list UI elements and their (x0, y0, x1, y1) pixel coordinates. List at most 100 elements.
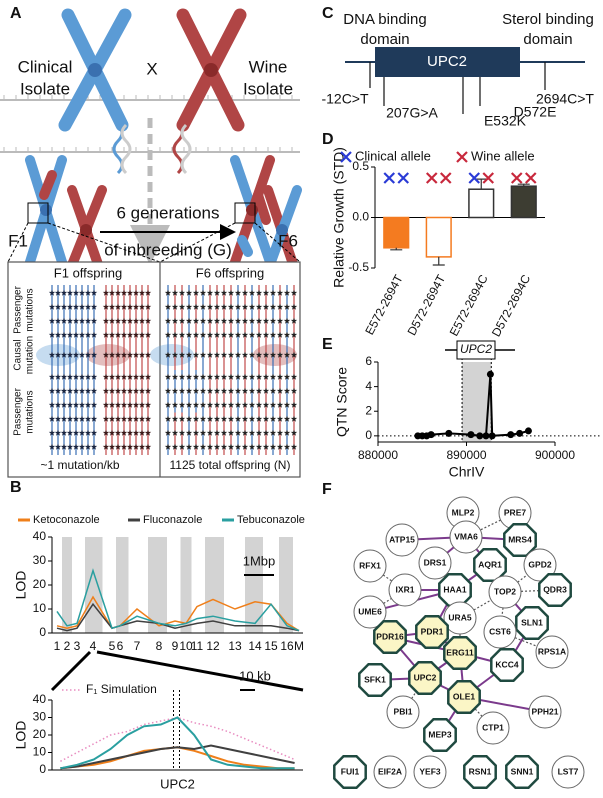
mutation-star (144, 443, 152, 450)
mutation-star (164, 415, 172, 422)
mutation-star (66, 317, 74, 324)
y-tick-label: 30 (33, 710, 47, 724)
mutation-star (90, 317, 98, 324)
x-tick-label: 880000 (358, 448, 398, 462)
gene-node (385, 523, 419, 557)
gene-node (415, 615, 449, 649)
mutation-star (144, 351, 152, 358)
mutation-star (248, 351, 256, 358)
mutation-star (60, 387, 68, 394)
gene-node (535, 635, 569, 669)
mutation-star (84, 331, 92, 338)
mutation-star (185, 351, 193, 358)
node-label: PPH21 (532, 706, 559, 716)
mutation-star (192, 373, 200, 380)
variant-label: 207G>A (386, 105, 438, 121)
dna (180, 123, 192, 175)
mutation-star (276, 331, 284, 338)
legend-label: Ketoconazole (33, 514, 100, 526)
mutation-star (171, 303, 179, 310)
node-label: TOP2 (494, 586, 516, 596)
mutation-star (66, 289, 74, 296)
mutation-star (269, 401, 277, 408)
mutation-star (227, 303, 235, 310)
mutation-star (84, 401, 92, 408)
gene-label: UPC2 (460, 342, 492, 356)
label: Isolate (20, 79, 70, 98)
mutation-star (206, 401, 214, 408)
mutation-star (241, 373, 249, 380)
mutation-star (178, 303, 186, 310)
bar (510, 185, 537, 219)
point (482, 432, 490, 440)
mutation-star (164, 303, 172, 310)
mutation-star (283, 429, 291, 436)
mutation-star (255, 373, 263, 380)
mutation-star (276, 317, 284, 324)
y-tick-label: 20 (33, 727, 47, 741)
mutation-star (248, 331, 256, 338)
y-tick-label: 10 (33, 601, 47, 615)
mutation-star (262, 387, 270, 394)
y-tick-label: 2 (365, 403, 372, 417)
y-tick-label: 0 (39, 625, 46, 639)
mutation-star (220, 289, 228, 296)
node-label: URA5 (448, 612, 471, 622)
mutation-star (248, 317, 256, 324)
mutation-star (255, 351, 263, 358)
mutation-star (234, 331, 242, 338)
mutation-star (262, 289, 270, 296)
mutation-star (199, 303, 207, 310)
mutation-star (283, 415, 291, 422)
mutation-star (84, 429, 92, 436)
mutation-star (241, 415, 249, 422)
mutation-star (269, 415, 277, 422)
chromosome-band (180, 537, 192, 633)
mutation-star (102, 303, 110, 310)
mutation-star (90, 387, 98, 394)
series-line (56, 568, 300, 632)
mutation-star (213, 415, 221, 422)
mutation-star (178, 289, 186, 296)
x-axis-label: ChrIV (449, 464, 485, 480)
mutation-star (290, 303, 298, 310)
legend-mark (340, 151, 352, 163)
mutation-star (102, 429, 110, 436)
label: X (146, 59, 157, 78)
label: F1 (8, 231, 28, 250)
label: 6 generations (116, 203, 219, 222)
y-tick-label: 30 (33, 553, 47, 567)
x-tick-label: 5 (109, 639, 116, 653)
node-label: ATP15 (389, 534, 415, 544)
mutation-star (120, 331, 128, 338)
mutation-star (48, 351, 56, 358)
mutation-star (227, 317, 235, 324)
chromosome-arm (237, 235, 253, 257)
mutation-star (108, 317, 116, 324)
offspring-box (7, 261, 301, 478)
mutation-star (192, 351, 200, 358)
mutation-star (84, 289, 92, 296)
mutation-star (213, 387, 221, 394)
node-label: MRS4 (508, 534, 532, 544)
mutation-star (108, 331, 116, 338)
label: DNA binding (343, 11, 426, 28)
mutation-star (72, 289, 80, 296)
mutation-star (114, 303, 122, 310)
mutation-star (60, 317, 68, 324)
gene-box (375, 47, 520, 77)
row-label: mutations (25, 288, 36, 331)
row-label: Passenger (13, 285, 24, 333)
mutation-star (192, 415, 200, 422)
mutation-star (213, 303, 221, 310)
mutation-star (48, 289, 56, 296)
mutation-star (206, 429, 214, 436)
mutation-star (114, 415, 122, 422)
mutation-star (199, 373, 207, 380)
mutation-star (60, 415, 68, 422)
mutation-star (276, 373, 284, 380)
y-tick-label: 6 (365, 354, 372, 368)
centromere (80, 224, 92, 236)
node-label: UPC2 (414, 672, 437, 682)
mutation-star (255, 429, 263, 436)
